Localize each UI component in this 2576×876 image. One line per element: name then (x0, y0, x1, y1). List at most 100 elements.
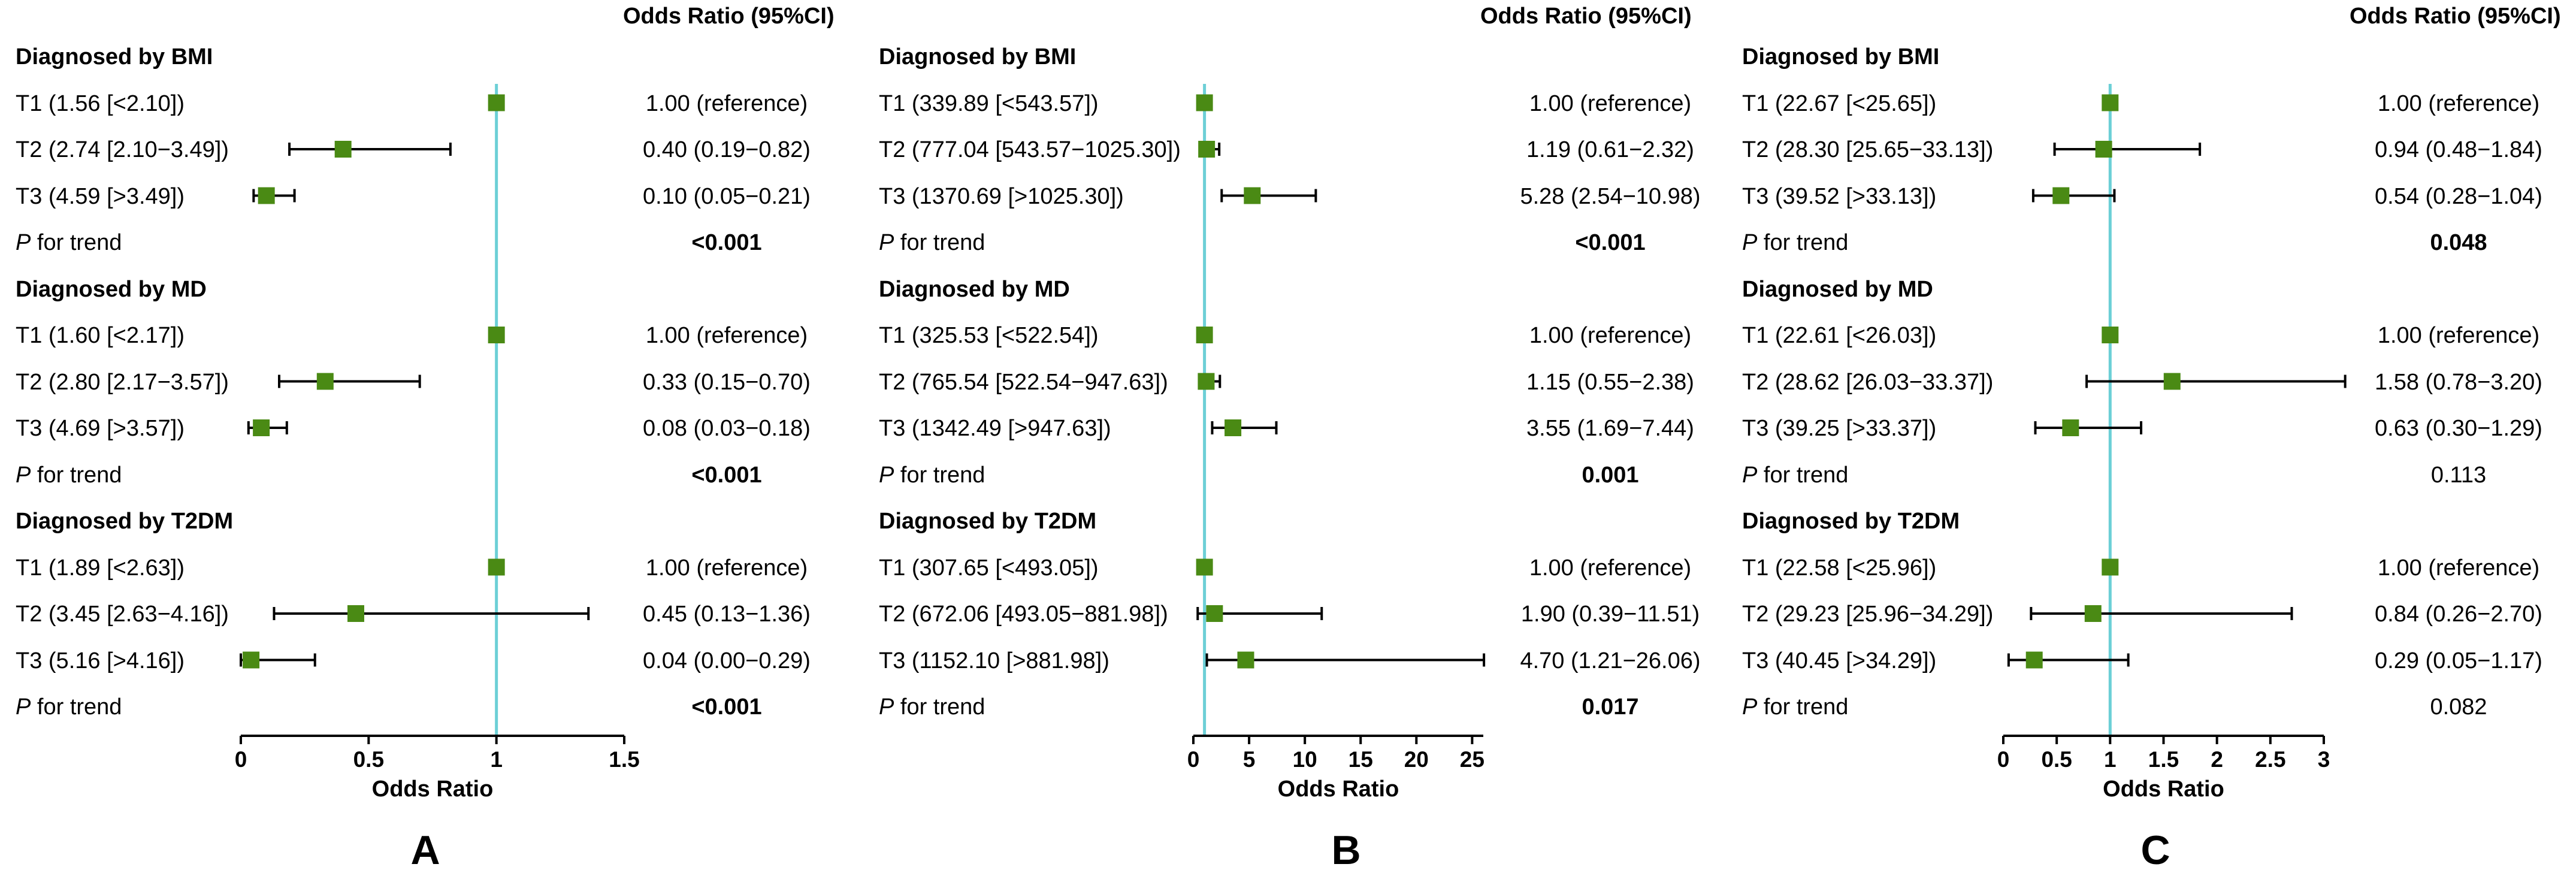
or-ci-text: 0.94 (0.48−1.84) (2375, 137, 2542, 162)
forest-plot-svg: 0 0.5 1 1.5 2 2.5 3 (1997, 84, 2347, 772)
or-marker (1196, 94, 1213, 111)
row-label: T3 (1342.49 [>947.63]) (879, 416, 1111, 441)
group-title: Diagnosed by MD (16, 276, 207, 302)
or-marker (243, 651, 260, 669)
or-marker (1224, 419, 1242, 436)
row-label: T1 (339.89 [<543.57]) (879, 90, 1099, 116)
row-label: T2 (777.04 [543.57−1025.30]) (879, 137, 1181, 162)
group-title: Diagnosed by T2DM (879, 509, 1097, 534)
forest-panel-c: 0 0.5 1 1.5 2 2.5 3 Odds Ratio (95%CI) Odds Rati… (1727, 0, 2576, 876)
p-trend-label: P for trend (879, 231, 985, 254)
row-label: T1 (1.89 [<2.63]) (16, 555, 185, 581)
or-marker (1206, 605, 1223, 622)
or-ci-text: 3.55 (1.69−7.44) (1526, 416, 1694, 441)
or-marker (334, 141, 352, 158)
x-tick-label: 20 (1404, 747, 1429, 772)
p-trend-value: <0.001 (1575, 230, 1646, 255)
or-marker (1244, 187, 1261, 204)
p-trend-text: for trend (1757, 230, 1849, 255)
or-ci-text: 1.58 (0.78−3.20) (2375, 369, 2542, 395)
panel-label: A (410, 827, 440, 873)
or-marker (1198, 373, 1215, 390)
row-label: T1 (22.58 [<25.96]) (1742, 555, 1937, 581)
row-label: T1 (325.53 [<522.54]) (879, 323, 1099, 348)
or-ci-text: 0.29 (0.05−1.17) (2375, 648, 2542, 673)
or-marker (316, 373, 334, 390)
row-label: T1 (22.67 [<25.65]) (1742, 90, 1937, 116)
or-marker (2052, 187, 2070, 204)
or-ci-text: 1.00 (reference) (1529, 323, 1692, 348)
row-label: T3 (1152.10 [>881.98]) (879, 648, 1109, 673)
forest-plot-svg: 0 5 10 15 20 25 (1187, 84, 1486, 772)
row-label: T2 (3.45 [2.63−4.16]) (16, 602, 229, 627)
or-marker (2102, 327, 2119, 343)
or-marker (347, 605, 364, 622)
row-label: T3 (5.16 [>4.16]) (16, 648, 185, 673)
forest-plot-svg: 0 0.5 1 1.5 (235, 84, 640, 772)
or-marker (1237, 651, 1254, 669)
x-tick-label: 2 (2211, 747, 2223, 772)
p-trend-text: for trend (31, 230, 122, 255)
forest-panel-a: 0 0.5 1 1.5 Odds Ratio (95%CI) Odds Ratio A Dia… (0, 0, 858, 876)
p-trend-label: P for trend (16, 231, 122, 254)
p-trend-value: 0.017 (1582, 694, 1639, 720)
or-marker (2102, 94, 2119, 111)
p-symbol: P (16, 462, 31, 488)
or-marker (1198, 141, 1216, 158)
x-tick-label: 1 (2104, 747, 2117, 772)
x-tick-label: 1.5 (2148, 747, 2179, 772)
row-label: T2 (765.54 [522.54−947.63]) (879, 369, 1168, 395)
or-marker (488, 94, 505, 111)
p-symbol: P (1742, 462, 1758, 488)
row-label: T1 (1.60 [<2.17]) (16, 323, 185, 348)
p-trend-text: for trend (1757, 694, 1849, 720)
panel-label: C (2140, 827, 2170, 873)
row-label: T2 (29.23 [25.96−34.29]) (1742, 602, 1994, 627)
row-label: T2 (28.30 [25.65−33.13]) (1742, 137, 1994, 162)
x-tick-label: 15 (1349, 747, 1373, 772)
p-symbol: P (1742, 694, 1758, 720)
p-trend-text: for trend (894, 694, 985, 720)
p-trend-value: <0.001 (691, 230, 762, 255)
row-label: T3 (39.25 [>33.37]) (1742, 416, 1937, 441)
x-tick-label: 10 (1293, 747, 1317, 772)
x-tick-label: 5 (1243, 747, 1256, 772)
or-marker (2025, 651, 2043, 669)
p-trend-text: for trend (894, 230, 985, 255)
or-ci-text: 0.84 (0.26−2.70) (2375, 602, 2542, 627)
p-trend-text: for trend (894, 462, 985, 488)
row-label: T1 (307.65 [<493.05]) (879, 555, 1099, 581)
p-trend-label: P for trend (1742, 231, 1848, 254)
p-symbol: P (879, 462, 894, 488)
forest-panel-b: 0 5 10 15 20 25 Odds Ratio (95%CI) Odds Ratio B D… (863, 0, 1722, 876)
p-symbol: P (16, 230, 31, 255)
x-tick-label: 1 (490, 747, 503, 772)
p-trend-label: P for trend (879, 696, 985, 718)
or-marker (2102, 558, 2119, 576)
p-trend-text: for trend (31, 462, 122, 488)
x-tick-label: 0.5 (353, 747, 384, 772)
p-trend-label: P for trend (16, 696, 122, 718)
or-marker (253, 419, 270, 436)
or-ci-text: 1.00 (reference) (2377, 323, 2540, 348)
row-label: T2 (28.62 [26.03−33.37]) (1742, 369, 1994, 395)
or-ci-text: 0.63 (0.30−1.29) (2375, 416, 2542, 441)
or-ci-text: 5.28 (2.54−10.98) (1520, 183, 1701, 209)
or-ci-text: 0.04 (0.00−0.29) (643, 648, 811, 673)
or-marker (488, 327, 505, 343)
p-trend-label: P for trend (1742, 464, 1848, 487)
row-label: T1 (1.56 [<2.10]) (16, 90, 185, 116)
row-label: T3 (4.59 [>3.49]) (16, 183, 185, 209)
or-marker (1196, 327, 1213, 343)
x-tick-label: 0.5 (2041, 747, 2072, 772)
x-tick-label: 1.5 (609, 747, 639, 772)
or-ci-text: 4.70 (1.21−26.06) (1520, 648, 1701, 673)
or-ci-text: 1.00 (reference) (2377, 555, 2540, 581)
row-label: T2 (2.80 [2.17−3.57]) (16, 369, 229, 395)
x-tick-label: 0 (1997, 747, 2010, 772)
p-symbol: P (879, 230, 894, 255)
p-trend-value: 0.001 (1582, 462, 1639, 488)
group-title: Diagnosed by BMI (16, 44, 213, 70)
row-label: T3 (40.45 [>34.29]) (1742, 648, 1937, 673)
or-ci-text: 1.00 (reference) (645, 555, 808, 581)
